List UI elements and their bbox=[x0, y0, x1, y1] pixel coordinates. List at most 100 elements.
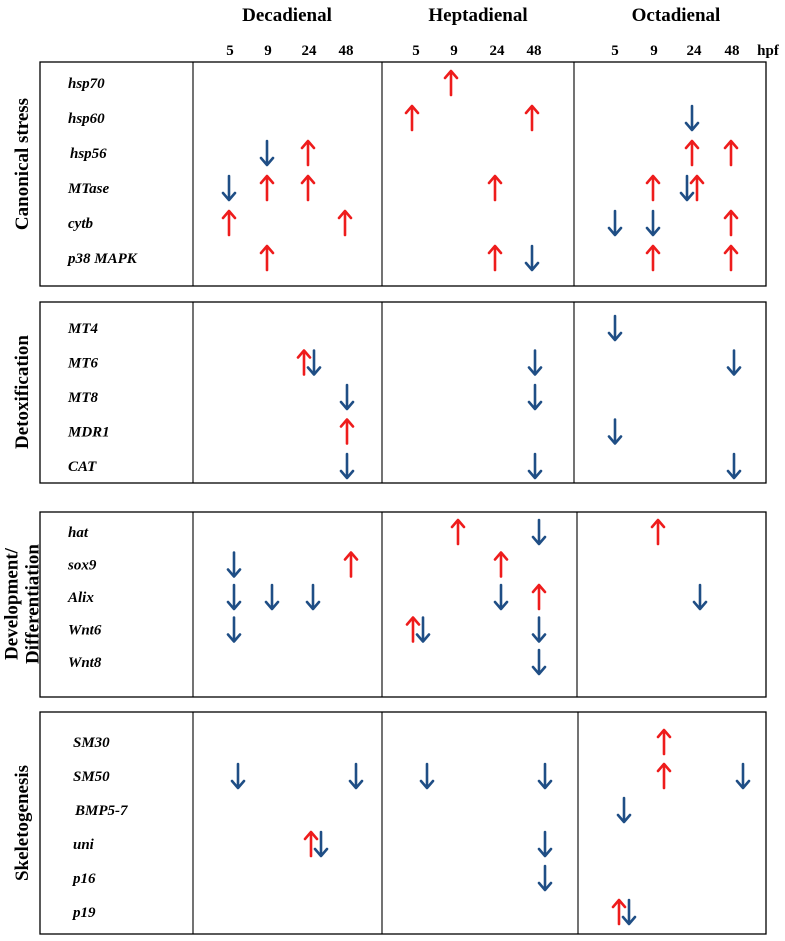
category-label: Skeletogenesis bbox=[12, 765, 33, 881]
up-regulation-arrow bbox=[259, 174, 275, 202]
timepoint-label: 5 bbox=[226, 43, 234, 59]
up-regulation-arrow bbox=[300, 174, 316, 202]
up-regulation-arrow bbox=[487, 244, 503, 272]
down-regulation-arrow bbox=[537, 762, 553, 790]
down-regulation-arrow bbox=[607, 314, 623, 342]
panel: Development/Differentiation hat sox9 Alix Wn… bbox=[2, 511, 767, 698]
up-regulation-arrow bbox=[656, 728, 672, 756]
down-regulation-arrow bbox=[339, 452, 355, 480]
gene-label: MT4 bbox=[67, 321, 99, 337]
down-regulation-arrow bbox=[259, 139, 275, 167]
down-regulation-arrow bbox=[692, 583, 708, 611]
gene-label: uni bbox=[73, 837, 95, 853]
down-regulation-arrow bbox=[221, 174, 237, 202]
timepoint-label: 24 bbox=[302, 43, 318, 59]
up-regulation-arrow bbox=[303, 830, 319, 858]
gene-label: hsp70 bbox=[68, 76, 105, 92]
down-regulation-arrow bbox=[531, 648, 547, 676]
panel-frame bbox=[39, 711, 767, 935]
up-regulation-arrow bbox=[343, 551, 359, 578]
gene-label: hsp60 bbox=[68, 111, 105, 127]
down-regulation-arrow bbox=[226, 583, 242, 611]
gene-label: hsp56 bbox=[70, 146, 107, 162]
down-regulation-arrow bbox=[226, 616, 242, 643]
gene-label: MTase bbox=[67, 181, 109, 197]
up-regulation-arrow bbox=[300, 139, 316, 167]
up-regulation-arrow bbox=[531, 583, 547, 611]
category-label: Detoxification bbox=[12, 335, 33, 449]
gene-label: p38 MAPK bbox=[66, 251, 138, 267]
up-regulation-arrow bbox=[684, 139, 700, 167]
gene-label: MDR1 bbox=[67, 425, 110, 441]
gene-label: SM50 bbox=[73, 769, 110, 785]
gene-label: MT8 bbox=[67, 390, 99, 406]
panel: Detoxification MT4 MT6 MT8 MDR1 CAT bbox=[12, 301, 767, 484]
up-regulation-arrow bbox=[337, 209, 353, 237]
up-regulation-arrow bbox=[645, 174, 661, 202]
up-regulation-arrow bbox=[723, 244, 739, 272]
up-regulation-arrow bbox=[723, 209, 739, 237]
panel-frame bbox=[39, 301, 767, 484]
up-regulation-arrow bbox=[405, 616, 421, 643]
up-regulation-arrow bbox=[645, 244, 661, 272]
gene-label: p19 bbox=[71, 905, 96, 921]
down-regulation-arrow bbox=[226, 551, 242, 578]
gene-label: Alix bbox=[67, 590, 94, 606]
gene-label: CAT bbox=[68, 459, 97, 475]
gene-label: cytb bbox=[68, 216, 93, 232]
up-regulation-arrow bbox=[656, 762, 672, 790]
down-regulation-arrow bbox=[616, 796, 632, 824]
panel: Skeletogenesis SM30 SM50 BMP5-7 uni p16 p19 bbox=[12, 711, 767, 935]
timepoint-label: 5 bbox=[412, 43, 420, 59]
panel-frame bbox=[39, 511, 767, 698]
down-regulation-arrow bbox=[306, 349, 322, 376]
down-regulation-arrow bbox=[339, 383, 355, 411]
timepoint-label: 24 bbox=[490, 43, 506, 59]
down-regulation-arrow bbox=[305, 583, 321, 611]
down-regulation-arrow bbox=[415, 616, 431, 643]
down-regulation-arrow bbox=[607, 418, 623, 445]
up-regulation-arrow bbox=[524, 104, 540, 132]
timepoint-label: 9 bbox=[450, 43, 458, 59]
category-label: Development/ bbox=[2, 547, 23, 660]
up-regulation-arrow bbox=[723, 139, 739, 167]
down-regulation-arrow bbox=[230, 762, 246, 790]
down-regulation-arrow bbox=[527, 349, 543, 376]
timepoint-label: 48 bbox=[527, 43, 542, 59]
gene-label: Wnt6 bbox=[68, 623, 102, 639]
up-regulation-arrow bbox=[259, 244, 275, 272]
up-regulation-arrow bbox=[689, 174, 705, 202]
panel: Canonical stress hsp70 hsp60 hsp56 MTase cytb… bbox=[12, 61, 767, 287]
timepoint-label: 9 bbox=[264, 43, 272, 59]
up-regulation-arrow bbox=[443, 69, 459, 97]
down-regulation-arrow bbox=[531, 518, 547, 546]
up-regulation-arrow bbox=[487, 174, 503, 202]
timepoint-label: 48 bbox=[339, 43, 354, 59]
gene-label: hat bbox=[68, 525, 89, 541]
gene-label: MT6 bbox=[67, 356, 99, 372]
down-regulation-arrow bbox=[524, 244, 540, 272]
down-regulation-arrow bbox=[493, 583, 509, 611]
timepoint-label: 5 bbox=[611, 43, 619, 59]
down-regulation-arrow bbox=[684, 104, 700, 132]
aldehyde-label-octadienal: Octadienal bbox=[632, 5, 721, 26]
down-regulation-arrow bbox=[527, 383, 543, 411]
up-regulation-arrow bbox=[404, 104, 420, 132]
category-label: Canonical stress bbox=[12, 98, 33, 230]
down-regulation-arrow bbox=[537, 864, 553, 892]
down-regulation-arrow bbox=[531, 616, 547, 643]
gene-label: SM30 bbox=[73, 735, 110, 751]
gene-label: BMP5-7 bbox=[74, 803, 128, 819]
up-regulation-arrow bbox=[611, 898, 627, 926]
gene-label: p16 bbox=[71, 871, 96, 887]
down-regulation-arrow bbox=[726, 452, 742, 480]
column-header: Decadienal Heptadienal Octadienal 5 9 24… bbox=[226, 5, 780, 59]
timepoint-label: 9 bbox=[650, 43, 658, 59]
up-regulation-arrow bbox=[221, 209, 237, 237]
down-regulation-arrow bbox=[621, 898, 637, 926]
gene-label: sox9 bbox=[67, 558, 97, 574]
panel-group: Canonical stress hsp70 hsp60 hsp56 MTase cytb… bbox=[2, 61, 767, 935]
down-regulation-arrow bbox=[726, 349, 742, 376]
time-unit-label: hpf bbox=[757, 43, 780, 59]
